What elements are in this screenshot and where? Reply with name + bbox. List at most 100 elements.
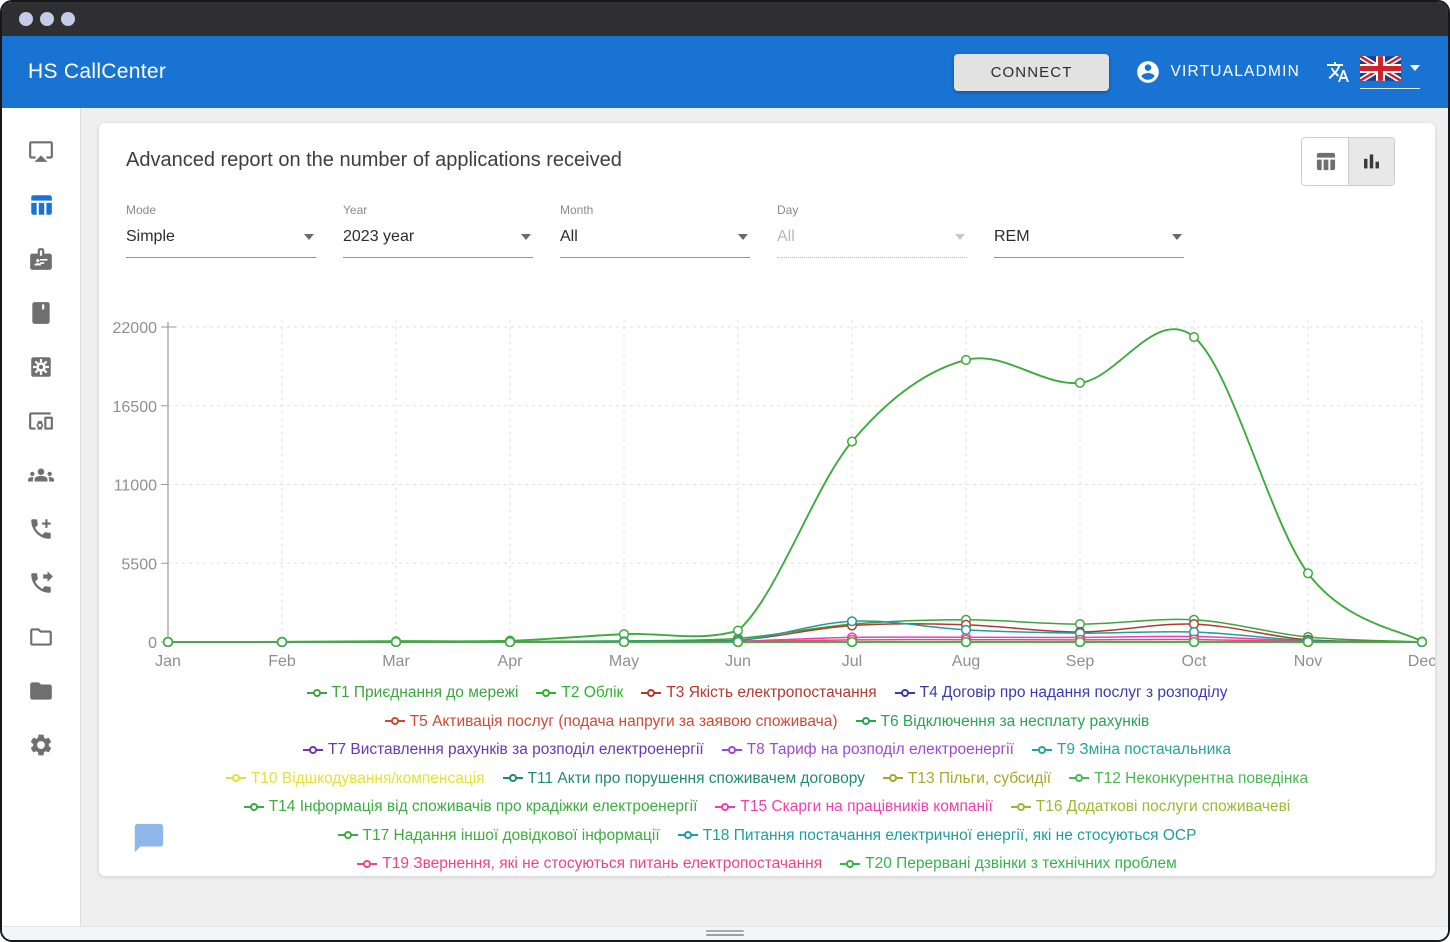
line-chart: Jan Feb Mar Apr May Jun Jul Aug Sep Oct Nov Dec 0 550…	[99, 316, 1436, 674]
chart-view-button[interactable]	[1348, 138, 1394, 185]
svg-text:Mar: Mar	[382, 653, 410, 670]
svg-text:Sep: Sep	[1066, 653, 1095, 670]
day-value: All	[777, 228, 795, 245]
legend-item[interactable]: T17 Надання іншої довідкової інформації	[337, 822, 660, 849]
mode-select[interactable]: Mode Simple	[126, 203, 316, 258]
sidebar-item-devices[interactable]	[2, 394, 80, 448]
sidebar-item-contacts[interactable]	[2, 232, 80, 286]
series-marker-icon	[840, 859, 861, 868]
series-marker-icon	[536, 688, 557, 697]
sidebar-item-monitoring[interactable]	[2, 124, 80, 178]
series-marker-icon	[641, 688, 662, 697]
series-marker-icon	[225, 774, 246, 782]
table-chart-icon	[31, 195, 52, 215]
legend-item[interactable]: T9 Зміна постачальника	[1031, 736, 1231, 763]
sidebar-item-settings[interactable]	[2, 718, 80, 772]
app-title: HS CallCenter	[28, 60, 167, 83]
report-card: Advanced report on the number of applica…	[99, 123, 1436, 879]
mode-label: Mode	[126, 203, 157, 217]
account-circle-icon	[1137, 61, 1160, 83]
sidebar-item-files[interactable]	[2, 610, 80, 664]
connect-button[interactable]: CONNECT	[953, 53, 1110, 91]
user-menu[interactable]: VIRTUALADMIN	[1135, 59, 1300, 85]
groups-icon	[28, 468, 54, 482]
chevron-down-icon	[521, 234, 531, 240]
series-marker-icon	[1069, 774, 1090, 782]
window-control-dot[interactable]	[19, 12, 33, 26]
svg-text:5500: 5500	[121, 556, 157, 573]
rem-label	[994, 203, 1184, 218]
legend-item[interactable]: T6 Відключення за несплату рахунків	[855, 708, 1149, 735]
sidebar-item-directory[interactable]	[2, 286, 80, 340]
table-view-icon	[1316, 152, 1335, 171]
legend-item[interactable]: T10 Відшкодування/компенсація	[225, 765, 485, 792]
devices-other-icon	[29, 412, 53, 430]
svg-text:Nov: Nov	[1294, 653, 1322, 670]
rem-select[interactable]: REM	[994, 203, 1184, 258]
page-title: Advanced report on the number of applica…	[126, 149, 622, 171]
legend-item[interactable]: T7 Виставлення рахунків за розподіл елек…	[302, 736, 704, 763]
series-marker-icon	[882, 774, 903, 782]
legend-item[interactable]: T15 Скарги на працівників компанії	[715, 793, 993, 820]
translate-icon	[1327, 62, 1349, 82]
year-label: Year	[343, 203, 368, 217]
year-select[interactable]: Year 2023 year	[343, 203, 533, 258]
month-value: All	[560, 228, 578, 245]
series-marker-icon	[502, 774, 523, 782]
legend-item[interactable]: T11 Акти про порушення споживачем догово…	[502, 765, 865, 792]
bottom-bar	[2, 926, 1448, 940]
settings-gear-icon	[30, 734, 52, 756]
rem-value: REM	[994, 228, 1030, 245]
legend-item[interactable]: T18 Питання постачання електричної енерг…	[677, 822, 1196, 849]
table-view-button[interactable]	[1302, 138, 1348, 185]
series-marker-icon	[677, 831, 698, 839]
legend-item[interactable]: T8 Тариф на розподіл електроенергії	[721, 736, 1014, 763]
series-marker-icon	[715, 802, 736, 811]
titlebar	[2, 2, 1448, 36]
window-control-dot[interactable]	[40, 12, 54, 26]
sidebar-item-reports[interactable]	[2, 178, 80, 232]
sidebar-item-service-settings[interactable]	[2, 340, 80, 394]
airplay-icon	[29, 141, 53, 162]
legend-item[interactable]: T14 Інформація від споживачів про крадіж…	[243, 793, 697, 820]
day-select: Day All	[777, 203, 967, 258]
legend-item[interactable]: T20 Перервані дзвінки з технічних пробле…	[840, 850, 1177, 877]
sidebar-item-archive[interactable]	[2, 664, 80, 718]
chevron-down-icon	[304, 234, 314, 240]
series-marker-icon	[1010, 802, 1031, 811]
legend-item[interactable]: T12 Неконкурентна поведінка	[1069, 765, 1308, 792]
legend-item[interactable]: T3 Якість електропостачання	[641, 679, 877, 706]
view-toggle	[1301, 137, 1395, 186]
folder-outline-icon	[30, 628, 52, 646]
window-control-dot[interactable]	[61, 12, 75, 26]
legend-item[interactable]: T2 Облік	[536, 679, 623, 706]
chart-legend: T1 Приєднання до мережі T2 Облік T3 Якість…	[99, 679, 1435, 879]
sidebar-item-forwarded-calls[interactable]	[2, 556, 80, 610]
svg-text:Feb: Feb	[268, 653, 296, 670]
legend-item[interactable]: T19 Звернення, які не стосуються питань …	[357, 850, 822, 877]
month-select[interactable]: Month All	[560, 203, 750, 258]
svg-text:Jun: Jun	[725, 653, 751, 670]
svg-text:Aug: Aug	[952, 653, 980, 670]
legend-item[interactable]: T5 Активація послуг (подача напруги за з…	[384, 708, 838, 735]
mode-value: Simple	[126, 228, 175, 245]
drag-handle[interactable]	[706, 930, 744, 938]
uk-flag-icon	[1360, 55, 1401, 81]
legend-item[interactable]: T1 Приєднання до мережі	[306, 679, 518, 706]
sidebar-item-groups[interactable]	[2, 448, 80, 502]
series-marker-icon	[243, 802, 264, 811]
language-selector[interactable]	[1326, 55, 1420, 89]
svg-text:0: 0	[148, 635, 157, 652]
series-marker-icon	[855, 717, 876, 725]
legend-item[interactable]: T4 Договір про надання послуг з розподіл…	[894, 679, 1228, 706]
series-marker-icon	[384, 717, 405, 725]
sidebar-item-add-call[interactable]	[2, 502, 80, 556]
legend-item[interactable]: T13 Пільги, субсидії	[882, 765, 1051, 792]
folder-icon	[30, 682, 52, 700]
month-label: Month	[560, 203, 594, 217]
main-content: Advanced report on the number of applica…	[81, 108, 1448, 926]
chat-bubble-icon[interactable]	[132, 821, 166, 855]
username: VIRTUALADMIN	[1170, 63, 1300, 80]
legend-item[interactable]: T16 Додаткові послуги споживачеві	[1010, 793, 1290, 820]
